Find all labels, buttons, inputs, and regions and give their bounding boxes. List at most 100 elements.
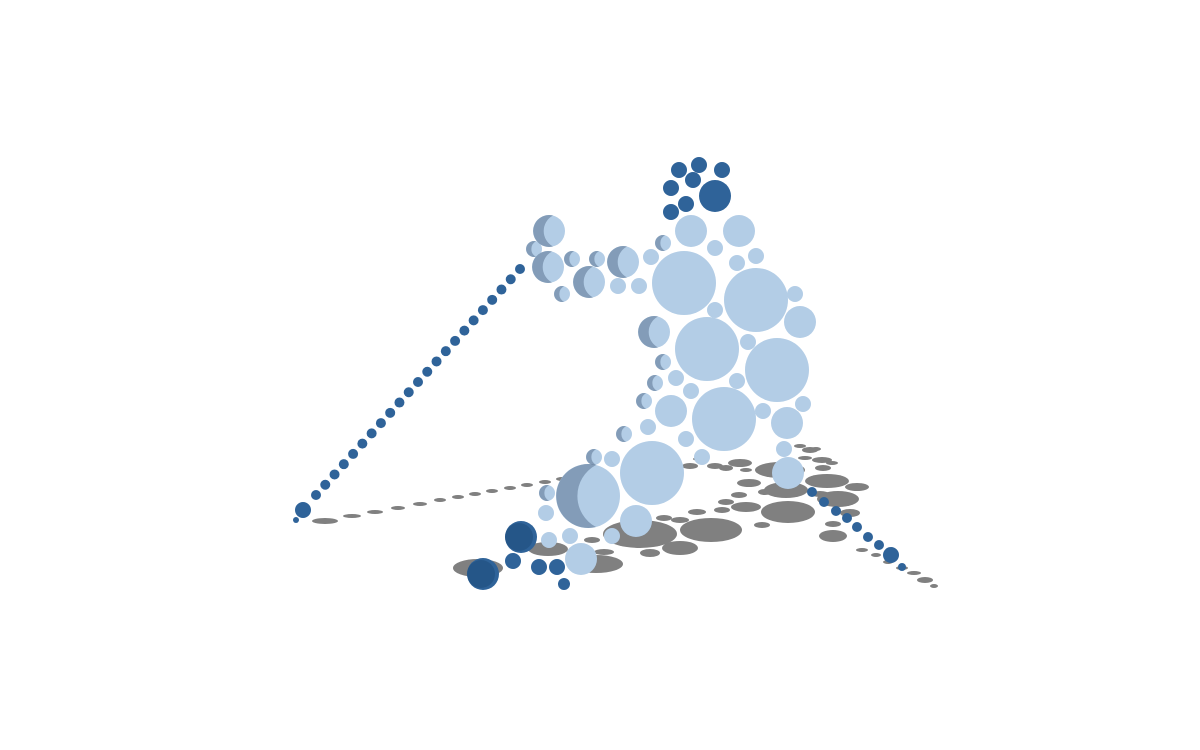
ground-shadow [539, 480, 551, 484]
trail-dot [329, 469, 340, 480]
ground-shadow [815, 465, 831, 471]
bubble-light [640, 419, 656, 435]
bubble-shade [533, 215, 553, 247]
ground-shadow [907, 571, 921, 575]
ground-shadow [805, 474, 849, 488]
ground-shadow [728, 459, 752, 467]
bubble-dark [671, 162, 687, 178]
bubble-light [723, 215, 755, 247]
bubble-light [620, 505, 652, 537]
ground-shadow [740, 468, 752, 472]
ground-shadow [754, 522, 770, 528]
bubble-light [655, 395, 687, 427]
trail-dot [852, 522, 862, 532]
left-diagonal-trail [293, 264, 525, 523]
ground-shadow [731, 492, 747, 498]
ground-shadow [343, 514, 361, 518]
bubble-dark [505, 553, 521, 569]
bubble-dark [678, 196, 694, 212]
bubble-light [740, 334, 756, 350]
ground-shadow [930, 584, 938, 588]
ground-shadow [469, 492, 481, 496]
trail-dot [807, 487, 817, 497]
bubble-shade [586, 449, 596, 466]
ground-shadow [825, 521, 841, 527]
trail-dot [440, 346, 451, 357]
bubble-light [784, 306, 816, 338]
bubble-light [776, 441, 792, 457]
ground-shadow [819, 530, 847, 542]
ground-shadow [680, 518, 742, 542]
trail-dot [468, 315, 479, 326]
bubble-shade [655, 235, 665, 251]
bubble-light [745, 338, 809, 402]
trail-dot [311, 490, 321, 500]
bubble-shade [573, 266, 593, 298]
bubble-light [604, 451, 620, 467]
ground-shadow [845, 483, 869, 491]
trail-dot [459, 325, 470, 336]
bubble-dark-shade [467, 560, 495, 588]
ground-shadow [761, 501, 815, 523]
bubble-light [683, 383, 699, 399]
bubble-shade [556, 463, 596, 528]
bubble-dark [691, 157, 707, 173]
bubble-dark [558, 578, 570, 590]
ground-shadow [731, 502, 761, 512]
bubble-light [631, 278, 647, 294]
bubble-light [729, 255, 745, 271]
bubble-light [643, 249, 659, 265]
ground-shadow [521, 483, 533, 487]
trail-dot [375, 418, 386, 429]
trail-dot [366, 428, 377, 439]
bubble-light [675, 317, 739, 381]
bubble-light [772, 457, 804, 489]
ground-shadow [718, 499, 734, 505]
bubble-shade [539, 485, 549, 502]
bubble-shade [616, 426, 626, 443]
bubble-dark [531, 559, 547, 575]
trail-dot [422, 366, 433, 377]
ground-shadow [594, 549, 614, 555]
bubble-light [755, 403, 771, 419]
bubble-dark [663, 180, 679, 196]
trail-dot [831, 506, 841, 516]
bubble-light [787, 286, 803, 302]
bubble-dark [663, 204, 679, 220]
dark-bubble-cluster [467, 157, 731, 590]
bubble-light [668, 370, 684, 386]
trail-dot [883, 547, 899, 563]
ground-shadow [917, 577, 933, 583]
trail-dot [320, 479, 331, 490]
trail-dot [487, 294, 498, 305]
trail-dot [515, 264, 525, 274]
ground-shadow [434, 498, 446, 502]
trail-dot [863, 532, 873, 542]
trail-dot [403, 387, 414, 398]
bubble-light [748, 248, 764, 264]
ground-shadow [486, 489, 498, 493]
bubble-shade [564, 251, 574, 267]
trail-dot [819, 497, 829, 507]
trail-dot [295, 502, 311, 518]
ground-shadow [640, 549, 660, 557]
bubble-shade [655, 354, 665, 370]
bubble-dark [685, 172, 701, 188]
bubble-light [694, 449, 710, 465]
ground-shadow [688, 509, 706, 515]
bubble-light [562, 528, 578, 544]
ground-shadow [528, 542, 568, 556]
trail-dot [348, 448, 359, 459]
trail-dot [413, 377, 423, 387]
trail-dot [898, 563, 906, 571]
trail-dot [394, 397, 405, 408]
bubble-light [692, 387, 756, 451]
bubble-shade [554, 286, 564, 303]
bubble-light [729, 373, 745, 389]
bubble-light [565, 543, 597, 575]
bubble-light [795, 396, 811, 412]
bubble-light [707, 302, 723, 318]
bubble-shade [532, 250, 552, 283]
bubble-shade [589, 251, 599, 267]
bubble-shade [638, 316, 658, 348]
